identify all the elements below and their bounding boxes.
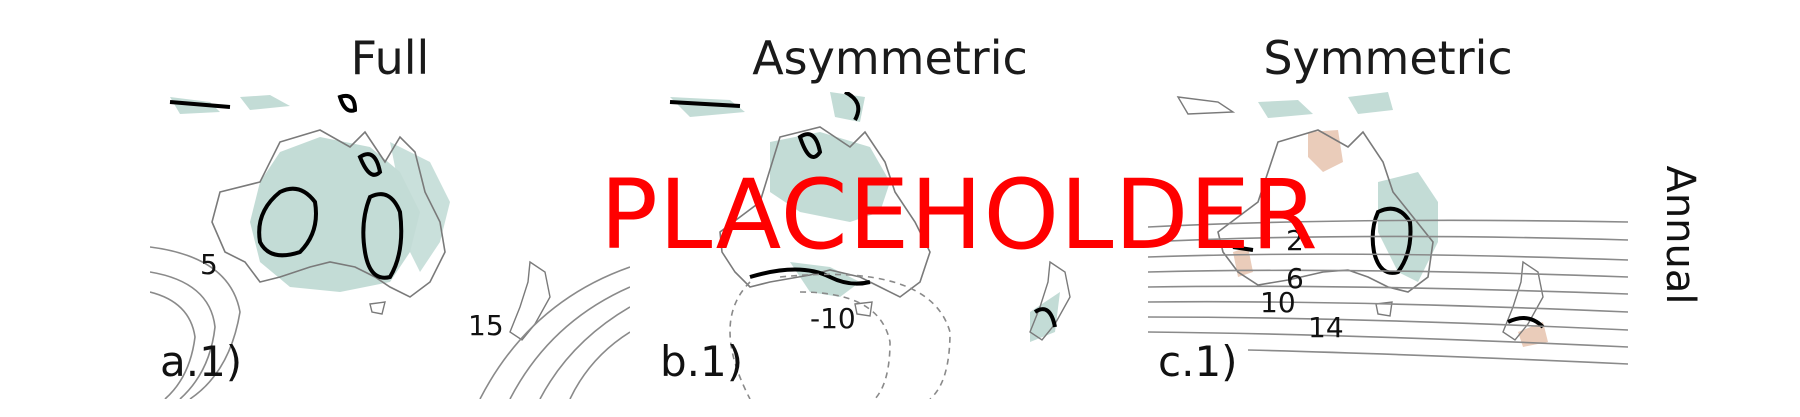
- contour-label-2: 2: [1286, 224, 1304, 257]
- row-label-annual: Annual: [1657, 165, 1703, 305]
- contour-label-15: 15: [468, 309, 504, 342]
- coastline-tasmania: [854, 301, 873, 317]
- map-panel-symmetric: 2 6 10 14: [1148, 92, 1628, 399]
- panel-title-full: Full: [350, 31, 430, 85]
- map-panel-asymmetric: -10: [650, 92, 1130, 399]
- coastline: [211, 129, 446, 298]
- map-panel-full: 5 15: [150, 92, 630, 399]
- placeholder-overlay: PLACEHOLDER: [600, 159, 1319, 271]
- field-contours: [1148, 219, 1628, 365]
- significance-contours: [669, 92, 1057, 328]
- contour-label-14: 14: [1308, 311, 1344, 344]
- coastline-nz: [1029, 260, 1071, 341]
- contour-label-minus-10: -10: [810, 302, 856, 335]
- significance-contours: [169, 93, 404, 280]
- panel-label-b1: b.1): [660, 337, 744, 386]
- field-contours-dashed: [729, 273, 951, 399]
- map-symmetric-svg: 2 6 10 14: [1148, 92, 1628, 365]
- map-full-svg: 5 15: [150, 93, 630, 399]
- coastline: [1217, 129, 1434, 293]
- coastline-nz: [509, 260, 551, 341]
- field-contours: [150, 246, 630, 399]
- contour-label-6: 6: [1286, 262, 1304, 295]
- contour-label-5: 5: [200, 248, 218, 281]
- map-asymmetric-svg: -10: [669, 92, 1071, 399]
- panel-title-symmetric: Symmetric: [1263, 31, 1513, 85]
- coastline-islands: [1176, 96, 1236, 115]
- significance-contours: [1232, 206, 1545, 329]
- coastline-tasmania: [369, 301, 386, 315]
- coastline: [719, 126, 931, 298]
- contour-label-10: 10: [1260, 286, 1296, 319]
- panel-label-a1: a.1): [160, 337, 243, 386]
- panel-title-asymmetric: Asymmetric: [752, 31, 1028, 85]
- panel-label-c1: c.1): [1158, 337, 1238, 386]
- coastline-tasmania: [1375, 301, 1393, 317]
- shading-positive: [670, 92, 1060, 342]
